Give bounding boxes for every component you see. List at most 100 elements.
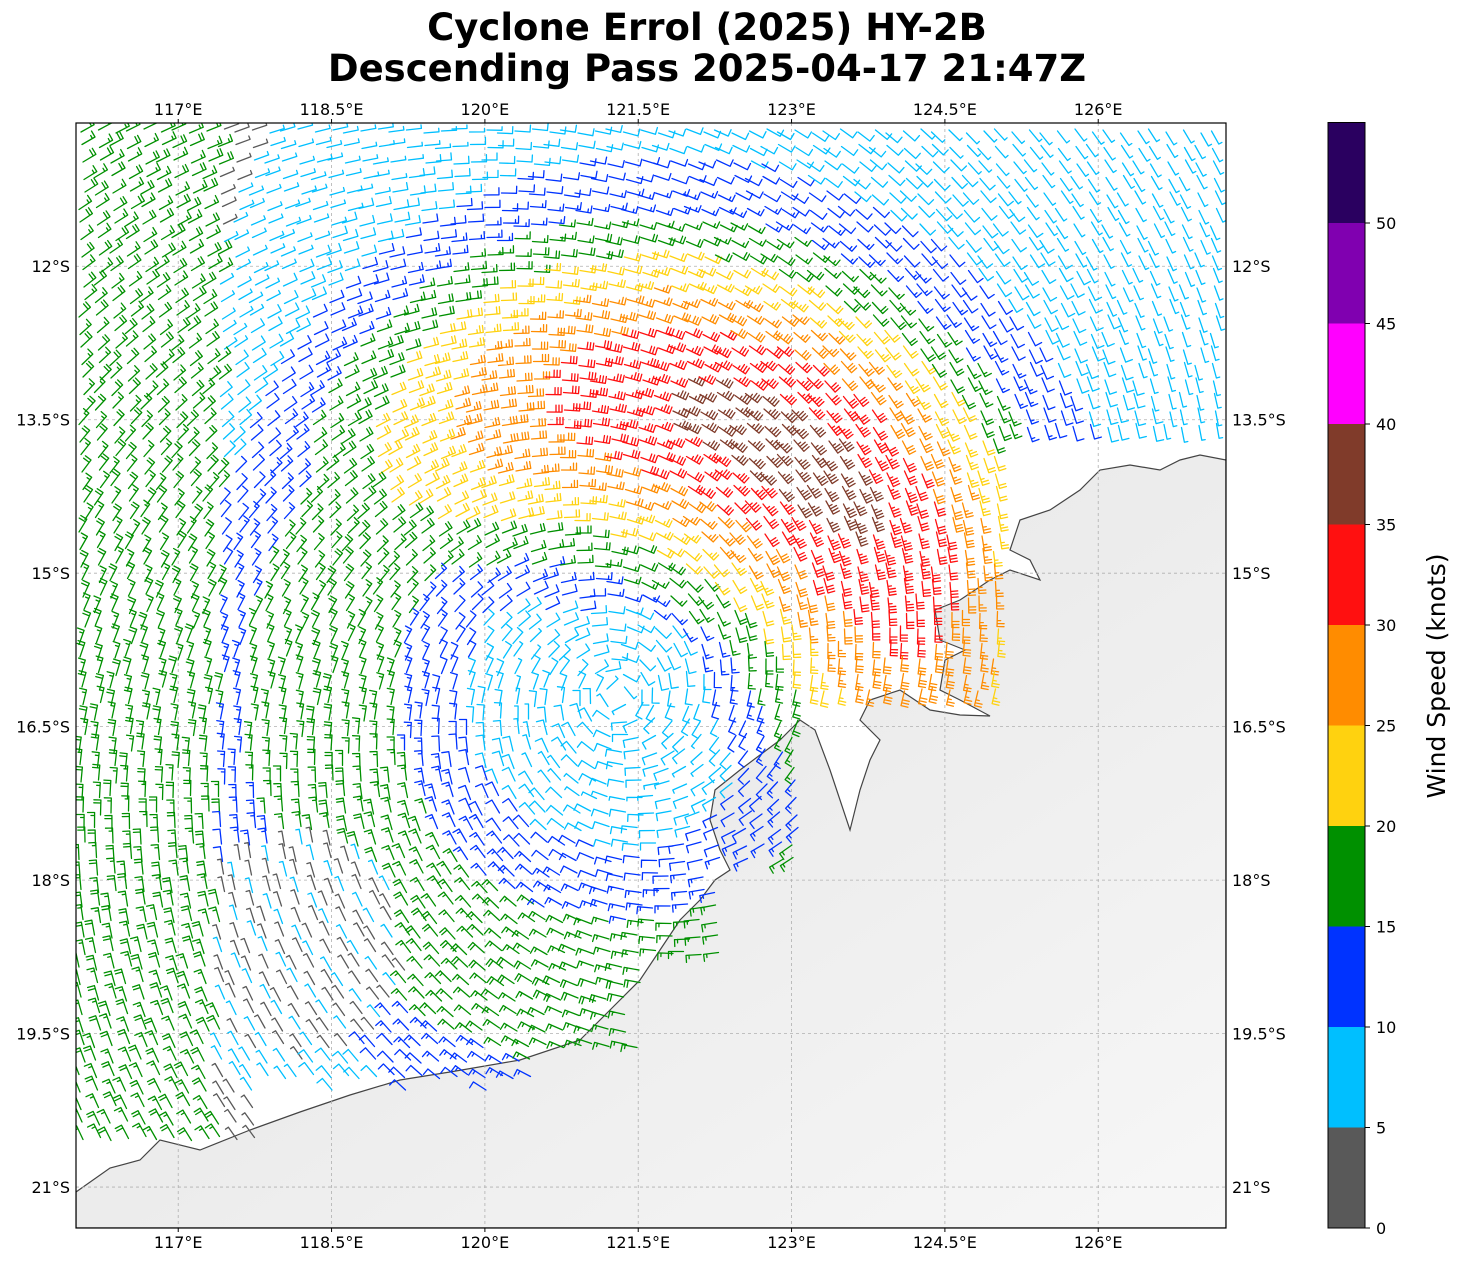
- wind-barb: [578, 670, 587, 689]
- wind-barb: [595, 464, 614, 474]
- wind-barb: [1060, 410, 1074, 426]
- wind-barb: [656, 439, 675, 450]
- wind-barb: [298, 458, 312, 475]
- wind-barb: [701, 422, 720, 434]
- wind-barb: [207, 454, 219, 472]
- wind-barb: [174, 376, 187, 394]
- wind-barb: [731, 454, 749, 466]
- wind-barb: [657, 562, 676, 572]
- wind-barb: [1214, 410, 1223, 427]
- wind-barb: [219, 381, 233, 398]
- wind-barb: [280, 455, 294, 472]
- wind-barb: [915, 485, 929, 502]
- wind-barb: [1106, 409, 1119, 426]
- wind-barb: [827, 642, 836, 660]
- wind-barb: [670, 595, 688, 607]
- wind-barb: [227, 874, 236, 891]
- wind-barb: [363, 596, 373, 615]
- wind-barb: [272, 765, 282, 782]
- wind-barb: [254, 274, 270, 286]
- wind-barb: [122, 656, 132, 675]
- wind-barb: [655, 421, 674, 432]
- wind-barb: [253, 150, 270, 161]
- wind-barb: [358, 626, 367, 645]
- wind-barb: [1014, 393, 1028, 409]
- wind-barb: [358, 704, 367, 722]
- wind-barb: [808, 299, 827, 311]
- wind-barb: [966, 364, 982, 380]
- wind-barb: [580, 170, 598, 179]
- wind-barb: [1194, 144, 1207, 160]
- wind-barb: [1200, 347, 1210, 364]
- wind-barb: [978, 267, 995, 282]
- wind-barb: [625, 498, 644, 508]
- wind-barb: [486, 229, 503, 239]
- wind-barb: [107, 701, 116, 719]
- wind-barb: [764, 205, 783, 215]
- wind-barb: [774, 703, 783, 722]
- wind-barb: [470, 581, 484, 598]
- wind-barb: [827, 655, 836, 673]
- wind-barb: [993, 128, 1008, 141]
- wind-barb: [606, 355, 624, 366]
- colorbar-label: Wind Speed (knots): [1422, 553, 1451, 798]
- wind-barb: [145, 256, 160, 273]
- wind-barb: [1071, 408, 1084, 424]
- wind-barb: [343, 352, 359, 367]
- wind-barb: [682, 705, 690, 724]
- wind-barb: [323, 842, 332, 859]
- wind-barb: [379, 784, 391, 801]
- wind-barb: [590, 808, 609, 817]
- wind-barb: [140, 179, 155, 195]
- wind-barb: [651, 361, 670, 372]
- wind-barb: [485, 799, 501, 814]
- wind-barb: [434, 562, 448, 580]
- wind-barb: [454, 877, 471, 891]
- wind-barb: [983, 565, 993, 582]
- wind-barb: [561, 721, 576, 737]
- wind-barb: [218, 151, 235, 165]
- wind-barb: [605, 873, 624, 882]
- wind-barb: [997, 408, 1012, 424]
- wind-barb: [454, 594, 466, 613]
- wind-barb: [1178, 391, 1188, 408]
- wind-barb: [362, 154, 379, 162]
- wind-barb: [900, 422, 916, 438]
- wind-barb: [700, 518, 718, 530]
- wind-barb: [141, 702, 151, 720]
- wind-barb: [310, 592, 320, 611]
- wind-barb: [1010, 221, 1027, 235]
- wind-barb: [84, 283, 98, 301]
- wind-barb: [109, 593, 119, 612]
- wind-barb: [981, 535, 993, 552]
- wind-barb: [235, 135, 251, 146]
- wind-barb: [341, 428, 356, 444]
- wind-barb: [979, 285, 995, 300]
- wind-barb: [352, 782, 363, 800]
- wind-barb: [196, 860, 207, 877]
- wind-barb: [545, 596, 561, 611]
- wind-barb: [527, 493, 544, 505]
- wind-barb: [171, 565, 181, 584]
- wind-barb: [701, 643, 714, 660]
- wind-barb: [838, 330, 856, 343]
- wind-barb: [527, 388, 545, 398]
- wind-barb: [273, 795, 284, 812]
- wind-barb: [491, 737, 504, 754]
- wind-barb: [655, 810, 672, 822]
- wind-barb: [766, 128, 785, 137]
- wind-barb: [228, 796, 238, 813]
- wind-barb: [451, 444, 467, 458]
- wind-barb: [234, 229, 250, 241]
- wind-barb: [313, 426, 328, 443]
- wind-barb: [640, 671, 656, 687]
- wind-barb: [331, 531, 343, 549]
- wind-barb: [807, 174, 826, 185]
- wind-barb: [794, 564, 808, 580]
- wind-barb: [564, 308, 582, 318]
- wind-barb: [657, 344, 676, 355]
- wind-barb: [499, 594, 513, 612]
- wind-barb: [806, 597, 819, 614]
- wind-barb: [533, 580, 549, 595]
- wind-barb: [108, 563, 118, 582]
